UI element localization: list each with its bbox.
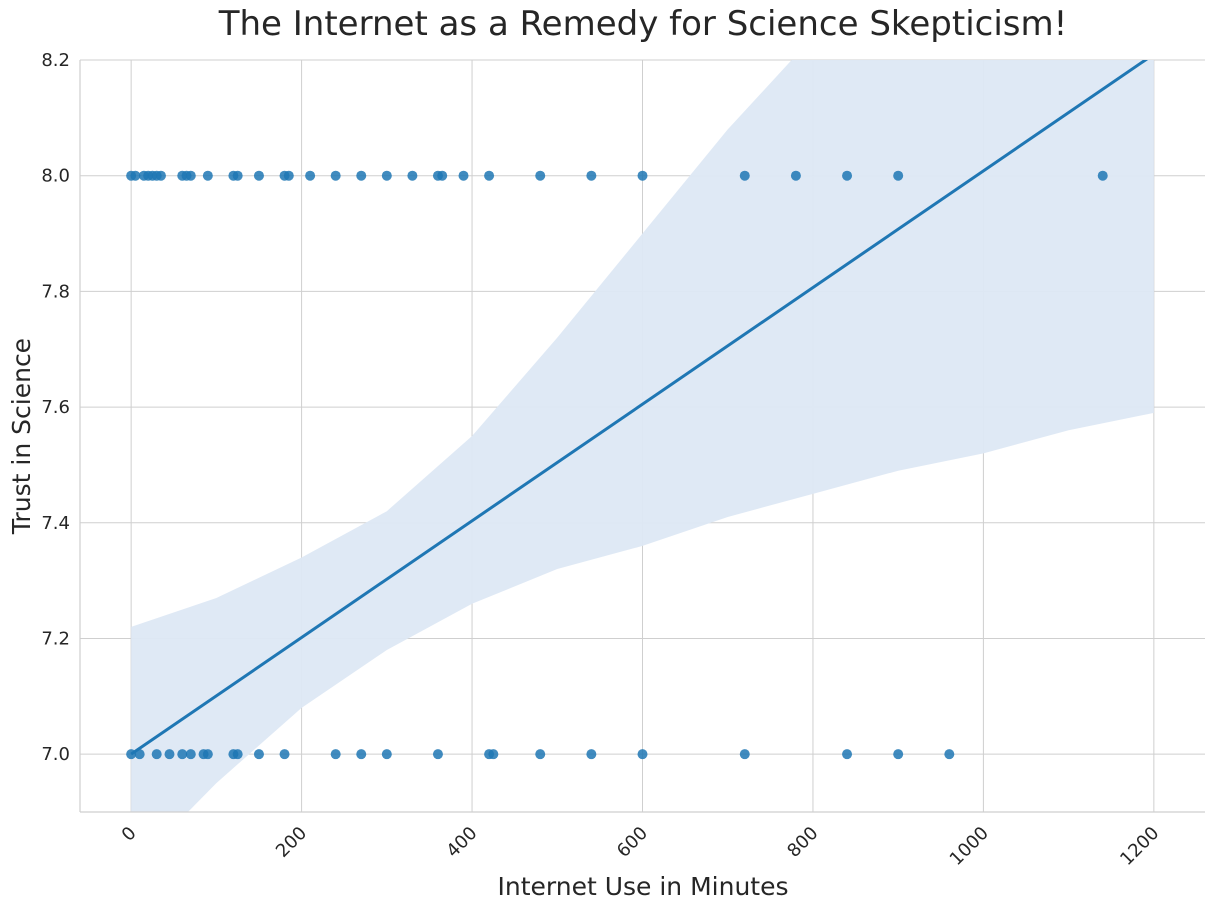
data-point bbox=[381, 749, 392, 760]
x-tick-label: 0 bbox=[118, 823, 141, 846]
x-tick-label: 800 bbox=[783, 823, 822, 862]
y-tick-label: 7.2 bbox=[41, 628, 70, 649]
data-point bbox=[586, 170, 597, 181]
data-point bbox=[253, 749, 264, 760]
data-point bbox=[155, 170, 166, 181]
data-point bbox=[305, 170, 316, 181]
data-point bbox=[330, 749, 341, 760]
y-tick-label: 7.0 bbox=[41, 744, 70, 765]
x-tick-label: 1200 bbox=[1116, 823, 1163, 870]
x-tick-label: 1000 bbox=[946, 823, 993, 870]
data-point bbox=[458, 170, 469, 181]
data-point bbox=[842, 170, 853, 181]
data-point bbox=[437, 170, 448, 181]
data-points-layer bbox=[126, 170, 1108, 760]
data-point bbox=[185, 749, 196, 760]
data-point bbox=[1097, 170, 1108, 181]
y-tick-label: 8.2 bbox=[41, 50, 70, 71]
chart-title: The Internet as a Remedy for Science Ske… bbox=[218, 4, 1068, 44]
data-point bbox=[279, 749, 290, 760]
data-point bbox=[944, 749, 955, 760]
data-point bbox=[356, 749, 367, 760]
data-point bbox=[586, 749, 597, 760]
data-point bbox=[407, 170, 418, 181]
data-point bbox=[151, 749, 162, 760]
data-point bbox=[232, 170, 243, 181]
data-point bbox=[535, 749, 546, 760]
data-point bbox=[637, 749, 648, 760]
data-point bbox=[253, 170, 264, 181]
data-point bbox=[739, 170, 750, 181]
x-axis-label: Internet Use in Minutes bbox=[497, 872, 788, 901]
y-tick-label: 7.6 bbox=[41, 397, 70, 418]
data-point bbox=[484, 170, 495, 181]
regression-line-layer bbox=[130, 60, 1149, 756]
y-tick-label: 7.8 bbox=[41, 281, 70, 302]
x-tick-label: 200 bbox=[272, 823, 311, 862]
y-axis-label: Trust in Science bbox=[7, 338, 36, 535]
data-point bbox=[164, 749, 175, 760]
data-point bbox=[130, 170, 141, 181]
data-point bbox=[134, 749, 145, 760]
data-point bbox=[637, 170, 648, 181]
data-point bbox=[432, 749, 443, 760]
data-point bbox=[488, 749, 499, 760]
data-point bbox=[202, 170, 213, 181]
regression-line bbox=[130, 60, 1149, 756]
data-point bbox=[893, 749, 904, 760]
x-tick-label: 400 bbox=[442, 823, 481, 862]
data-point bbox=[842, 749, 853, 760]
confidence-band bbox=[131, 60, 1154, 812]
data-point bbox=[330, 170, 341, 181]
data-point bbox=[739, 749, 750, 760]
data-point bbox=[790, 170, 801, 181]
data-point bbox=[283, 170, 294, 181]
y-tick-label: 8.0 bbox=[41, 166, 70, 187]
data-point bbox=[185, 170, 196, 181]
x-tick-label: 600 bbox=[613, 823, 652, 862]
axes-layer bbox=[79, 60, 1205, 813]
data-point bbox=[126, 749, 137, 760]
confidence-band-layer bbox=[131, 60, 1154, 812]
data-point bbox=[535, 170, 546, 181]
data-point bbox=[202, 749, 213, 760]
data-point bbox=[177, 749, 188, 760]
data-point bbox=[893, 170, 904, 181]
data-point bbox=[356, 170, 367, 181]
y-tick-label: 7.4 bbox=[41, 513, 70, 534]
data-point bbox=[381, 170, 392, 181]
data-point bbox=[232, 749, 243, 760]
